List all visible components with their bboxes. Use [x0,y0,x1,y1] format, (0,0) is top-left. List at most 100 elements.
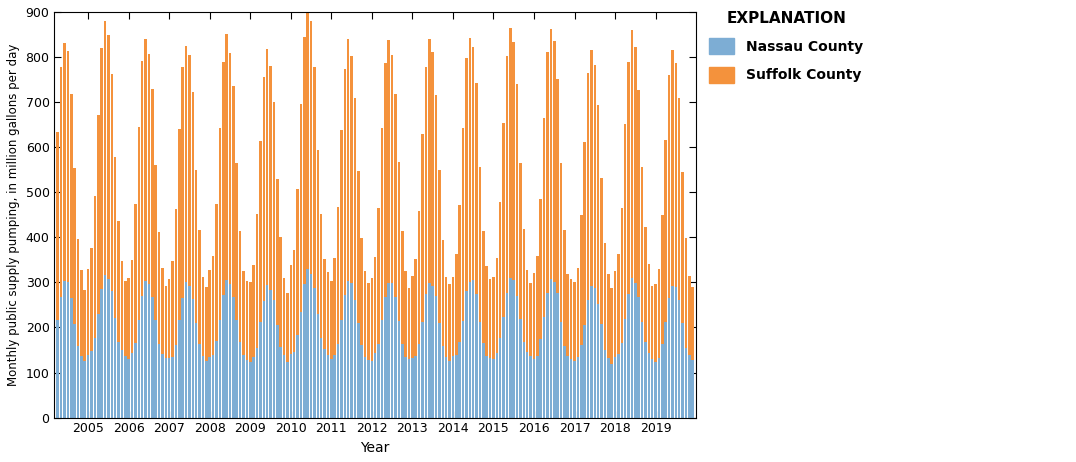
Bar [550,279,552,418]
Bar [621,342,623,418]
Bar [547,53,549,292]
Bar [398,322,400,418]
Bar [316,150,320,314]
Bar [337,207,339,344]
Bar [138,320,140,418]
Bar [97,115,100,314]
Bar [566,274,569,356]
Bar [263,300,265,418]
Bar [563,346,566,418]
Bar [401,344,404,418]
Bar [138,128,140,320]
Bar [648,264,650,353]
Bar [624,319,626,418]
Bar [692,359,694,418]
Bar [351,56,353,283]
Bar [313,288,315,418]
Bar [651,359,653,418]
Bar [391,55,394,284]
Bar [131,353,133,418]
Bar [161,268,164,354]
Bar [334,355,336,418]
Bar [692,287,694,359]
Bar [111,292,113,418]
Bar [414,356,417,418]
Bar [269,290,272,418]
Bar [185,282,187,418]
Bar [618,354,620,418]
Bar [212,256,214,355]
Bar [121,350,123,418]
Bar [428,283,430,418]
Bar [627,294,629,418]
Bar [684,238,688,348]
Bar [425,294,427,418]
Bar [624,124,626,319]
Bar [340,130,343,320]
Bar [182,67,184,298]
Bar [566,356,569,418]
Bar [654,284,656,362]
Bar [512,280,515,418]
Bar [299,312,302,418]
Bar [428,39,430,283]
Bar [80,270,83,356]
Bar [681,172,684,323]
Bar [523,229,525,342]
Bar [263,77,265,300]
Bar [245,281,249,360]
Bar [293,250,296,352]
Bar [462,128,465,321]
Bar [604,243,606,350]
Bar [536,356,539,418]
Bar [468,38,471,281]
Bar [509,278,511,418]
Bar [502,317,505,418]
Bar [618,255,620,354]
Bar [583,142,586,324]
Bar [574,361,576,418]
Bar [425,67,427,294]
Bar [458,341,461,418]
Bar [277,179,279,325]
Bar [63,281,66,418]
Bar [330,281,332,359]
Bar [661,215,664,344]
Bar [381,320,383,418]
Bar [134,204,137,343]
Bar [417,344,421,418]
Bar [657,269,661,358]
Bar [444,277,448,357]
Bar [563,230,566,346]
Bar [476,294,478,418]
Bar [171,357,174,418]
Bar [182,298,184,418]
Bar [117,341,119,418]
Bar [313,67,315,288]
Bar [70,298,72,418]
Bar [681,323,684,418]
Bar [455,355,457,418]
Bar [249,362,252,418]
Bar [367,283,370,360]
Bar [590,286,593,418]
Bar [239,231,241,342]
Bar [394,93,397,297]
Bar [90,248,93,351]
Bar [222,295,225,418]
Bar [236,320,238,418]
Bar [84,361,86,418]
Bar [613,357,617,418]
Bar [492,277,495,359]
Bar [206,287,208,361]
Bar [236,163,238,320]
Bar [76,239,80,346]
Bar [613,271,617,357]
Bar [320,338,323,418]
Bar [570,280,572,359]
Bar [131,260,133,353]
Bar [533,359,535,418]
Bar [158,344,160,418]
Bar [607,358,609,418]
Bar [485,266,487,356]
